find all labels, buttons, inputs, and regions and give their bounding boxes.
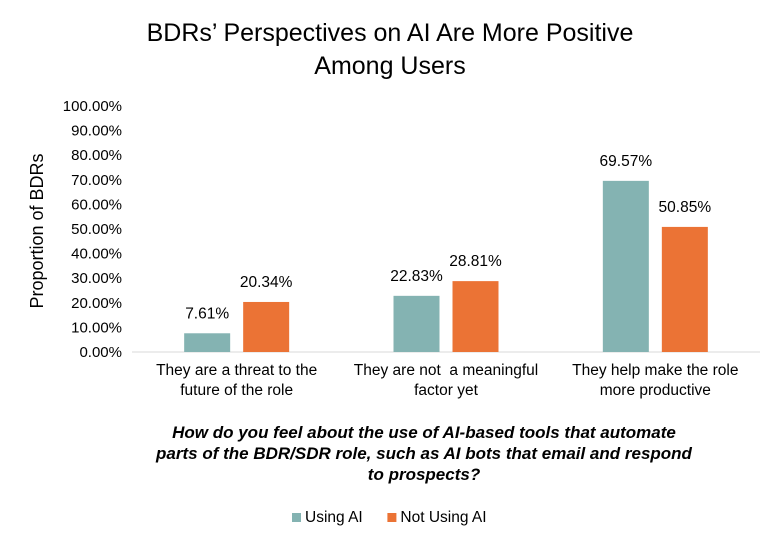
y-axis-ticks: 0.00% 10.00% 20.00% 30.00% 40.00% 50.00% 60.00…	[63, 98, 122, 361]
y-tick-label: 90.00%	[71, 123, 122, 140]
y-tick-label: 30.00%	[71, 270, 122, 287]
legend-label: Not Using AI	[400, 509, 486, 526]
data-label: 7.61%	[185, 305, 229, 322]
bar	[393, 295, 440, 352]
y-axis-label: Proportion of BDRs	[27, 153, 47, 308]
legend-swatch	[387, 513, 397, 522]
y-tick-label: 10.00%	[71, 319, 122, 336]
x-axis-label: How do you feel about the use of AI-base…	[155, 423, 693, 484]
y-tick-label: 60.00%	[71, 196, 122, 213]
x-axis-label-line: to prospects?	[368, 465, 481, 484]
legend: Using AI Not Using AI	[292, 509, 487, 526]
category-label: more productive	[600, 382, 711, 399]
data-label: 69.57%	[600, 153, 653, 170]
category-labels: They are a threat to the future of the ro…	[156, 362, 738, 399]
legend-label: Using AI	[305, 509, 363, 526]
chart-title-line: BDRs’ Perspectives on AI Are More Positi…	[147, 19, 634, 47]
y-tick-label: 50.00%	[71, 221, 122, 238]
bar	[452, 281, 499, 352]
y-tick-label: 70.00%	[71, 172, 122, 189]
category-label: They are not a meaningful	[354, 362, 538, 379]
data-labels: 7.61% 22.83% 69.57% 20.34% 28.81% 50.85%	[185, 153, 711, 322]
category-label: future of the role	[180, 382, 293, 399]
legend-swatch	[292, 513, 301, 522]
chart-title-line: Among Users	[314, 52, 465, 80]
bar	[661, 226, 708, 352]
bar	[602, 180, 649, 352]
chart-title: BDRs’ Perspectives on AI Are More Positi…	[147, 19, 634, 80]
x-axis-label-line: How do you feel about the use of AI-base…	[172, 423, 676, 442]
data-label: 50.85%	[659, 199, 712, 216]
legend-item: Not Using AI	[387, 509, 487, 526]
y-tick-label: 0.00%	[79, 344, 122, 361]
data-label: 28.81%	[449, 253, 502, 270]
data-label: 20.34%	[240, 274, 293, 291]
y-tick-label: 100.00%	[63, 98, 122, 115]
category-label: They are a threat to the	[156, 362, 317, 379]
bars	[184, 180, 708, 352]
bar	[243, 301, 290, 352]
y-tick-label: 40.00%	[71, 246, 122, 263]
bar	[184, 333, 231, 352]
y-tick-label: 80.00%	[71, 147, 122, 164]
legend-item: Using AI	[292, 509, 363, 526]
x-axis-label-line: parts of the BDR/SDR role, such as AI bo…	[155, 444, 693, 463]
data-label: 22.83%	[390, 268, 443, 285]
category-label: factor yet	[414, 382, 478, 399]
category-label: They help make the role	[572, 362, 738, 379]
y-tick-label: 20.00%	[71, 295, 122, 312]
